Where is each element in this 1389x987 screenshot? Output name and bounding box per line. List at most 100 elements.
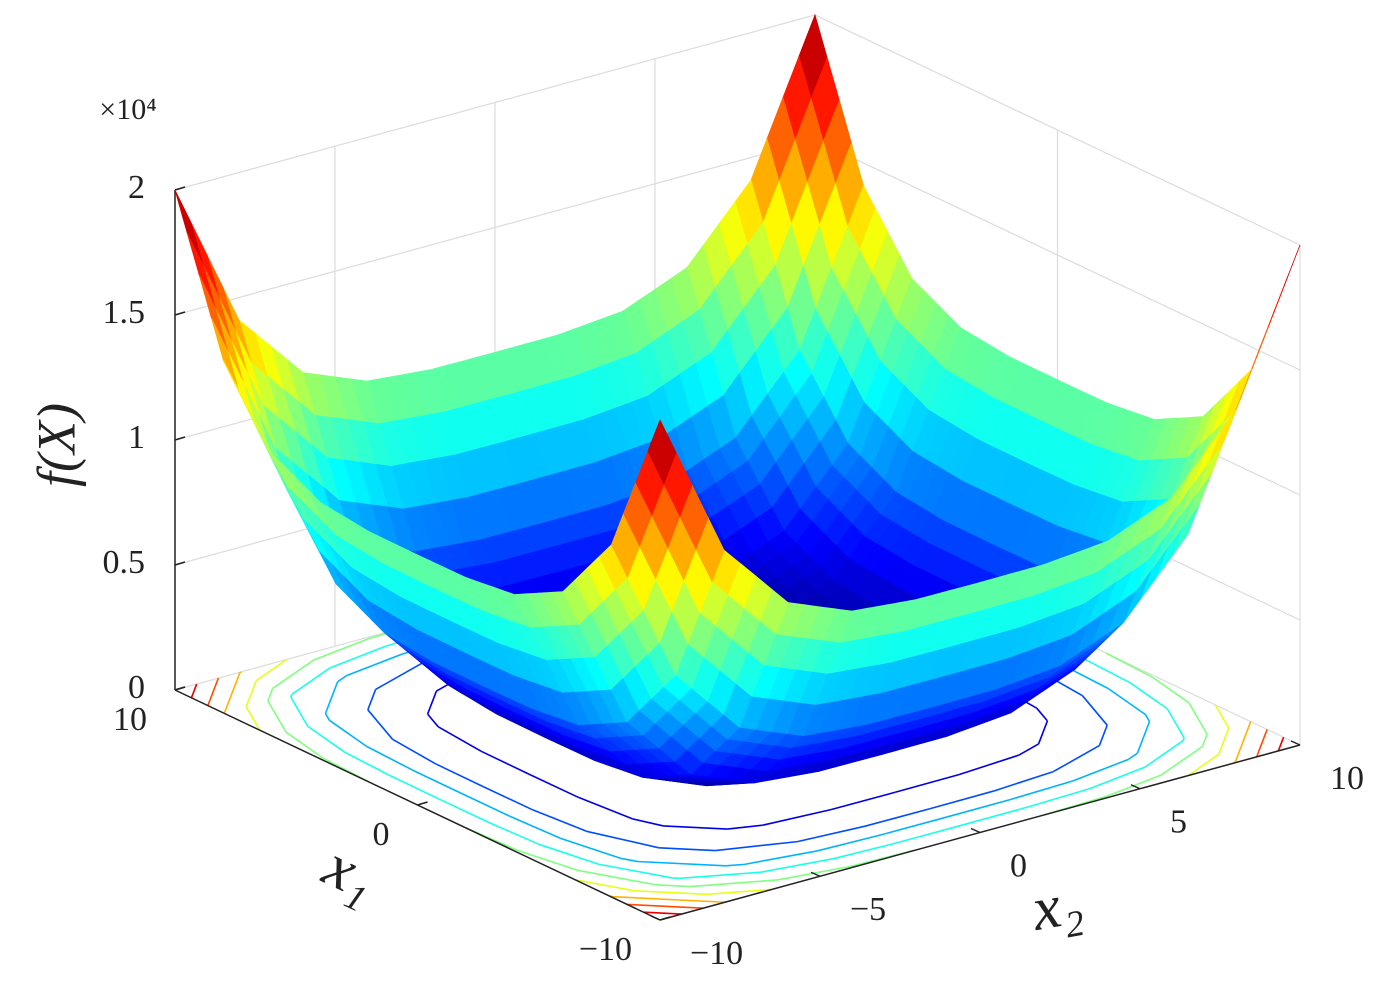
contour-segment bbox=[1018, 743, 1039, 756]
contour-segment bbox=[627, 903, 704, 909]
contour-segment bbox=[560, 837, 621, 860]
contour-segment bbox=[1081, 695, 1108, 726]
contour-segment bbox=[426, 690, 438, 715]
surface-cell bbox=[686, 179, 800, 440]
x2-tick bbox=[970, 827, 981, 834]
contour-segment bbox=[1072, 758, 1129, 782]
contour-segment bbox=[586, 830, 659, 849]
surface-cell bbox=[783, 443, 898, 581]
surface-cell bbox=[799, 184, 913, 445]
contour-segment bbox=[223, 672, 241, 714]
x2-tick-label: 10 bbox=[1330, 760, 1364, 797]
contour-segment bbox=[532, 809, 587, 833]
contour-segment bbox=[655, 884, 691, 888]
surface-cell bbox=[622, 266, 736, 483]
contour-segment bbox=[1129, 682, 1168, 710]
contour-segment bbox=[190, 683, 198, 699]
z-multiplier: ×10⁴ bbox=[99, 93, 156, 126]
contour-segment bbox=[1160, 745, 1203, 776]
contour-segment bbox=[529, 773, 579, 799]
surface-cell bbox=[465, 576, 580, 726]
x2-tick bbox=[650, 915, 661, 921]
contour-segment bbox=[1151, 676, 1190, 704]
contour-segment bbox=[324, 713, 331, 721]
contour-segment bbox=[1089, 766, 1146, 790]
contour-segment bbox=[367, 689, 377, 711]
surface-cell bbox=[513, 591, 628, 726]
z-tick-label: 1.5 bbox=[103, 294, 146, 331]
contour-segment bbox=[245, 706, 261, 731]
surface-facet bbox=[647, 419, 677, 485]
contour-segment bbox=[375, 662, 422, 691]
contour-segment bbox=[272, 659, 315, 690]
x1-tick bbox=[174, 686, 186, 691]
surface-cell bbox=[690, 726, 805, 784]
contour-segment bbox=[367, 709, 394, 740]
surface-cell bbox=[992, 379, 1107, 569]
surface-cell bbox=[384, 632, 498, 715]
z-tick bbox=[174, 186, 186, 191]
contour-segment bbox=[1144, 740, 1184, 768]
surface-cell bbox=[946, 665, 1060, 737]
surface-cell bbox=[831, 492, 946, 610]
x2-tick bbox=[810, 871, 821, 877]
contour-segment bbox=[1249, 720, 1252, 723]
contour-segment bbox=[291, 667, 331, 695]
contour-segment bbox=[245, 680, 257, 708]
contour-segment bbox=[435, 763, 485, 788]
contour-segment bbox=[1053, 744, 1100, 773]
surface-cell bbox=[1058, 496, 1173, 667]
contour-segment bbox=[1107, 687, 1147, 716]
z-tick bbox=[174, 311, 186, 316]
contour-segment bbox=[1027, 787, 1090, 808]
contour-segment bbox=[267, 700, 287, 733]
contour-segment bbox=[1136, 721, 1151, 754]
contour-segment bbox=[313, 637, 370, 661]
z-axis-label: f(X) bbox=[26, 403, 86, 487]
contour-segment bbox=[1234, 721, 1252, 763]
contour-segment bbox=[509, 815, 561, 840]
contour-segment bbox=[412, 769, 462, 794]
x2-tick bbox=[1290, 740, 1301, 746]
contour-segment bbox=[344, 751, 392, 777]
contour-segment bbox=[715, 840, 798, 852]
x1-tick-label: 10 bbox=[113, 701, 147, 738]
surface-cell bbox=[817, 706, 933, 772]
contour-segment bbox=[865, 807, 931, 827]
surface-cell bbox=[1041, 402, 1156, 586]
x2-axis-label: x₂ bbox=[1026, 869, 1087, 945]
contour-segment bbox=[480, 750, 530, 776]
contour-segment bbox=[797, 825, 866, 843]
z-tick-label: 1 bbox=[128, 419, 145, 456]
contour-segment bbox=[620, 857, 638, 863]
surface-cell bbox=[432, 661, 546, 738]
contour-segment bbox=[285, 731, 324, 759]
surface-facet bbox=[174, 189, 204, 266]
contour-segment bbox=[1201, 733, 1208, 747]
surface-cell bbox=[930, 563, 1045, 708]
z-tick-label: 0 bbox=[128, 669, 145, 706]
contour-segment bbox=[1255, 729, 1268, 758]
contour-segment bbox=[929, 790, 994, 810]
contour-segment bbox=[946, 798, 1012, 818]
surface-cell bbox=[562, 543, 676, 723]
contour-segment bbox=[329, 645, 386, 669]
contour-segment bbox=[255, 658, 288, 682]
surface-cell bbox=[174, 189, 288, 491]
surface-cell bbox=[611, 419, 725, 676]
contour-segment bbox=[1182, 737, 1185, 741]
surface-cell bbox=[866, 581, 981, 725]
contour-segment bbox=[679, 871, 761, 880]
contour-segment bbox=[517, 849, 578, 871]
contour-segment bbox=[727, 824, 763, 830]
surface-cell bbox=[368, 530, 483, 686]
contour-segment bbox=[762, 808, 832, 826]
contour-segment bbox=[690, 879, 778, 888]
contour-segment bbox=[1166, 708, 1185, 739]
contour-segment bbox=[390, 775, 440, 800]
contour-segment bbox=[993, 770, 1054, 792]
contour-segment bbox=[830, 791, 896, 811]
z-tick bbox=[174, 436, 186, 441]
contour-segment bbox=[725, 863, 745, 867]
